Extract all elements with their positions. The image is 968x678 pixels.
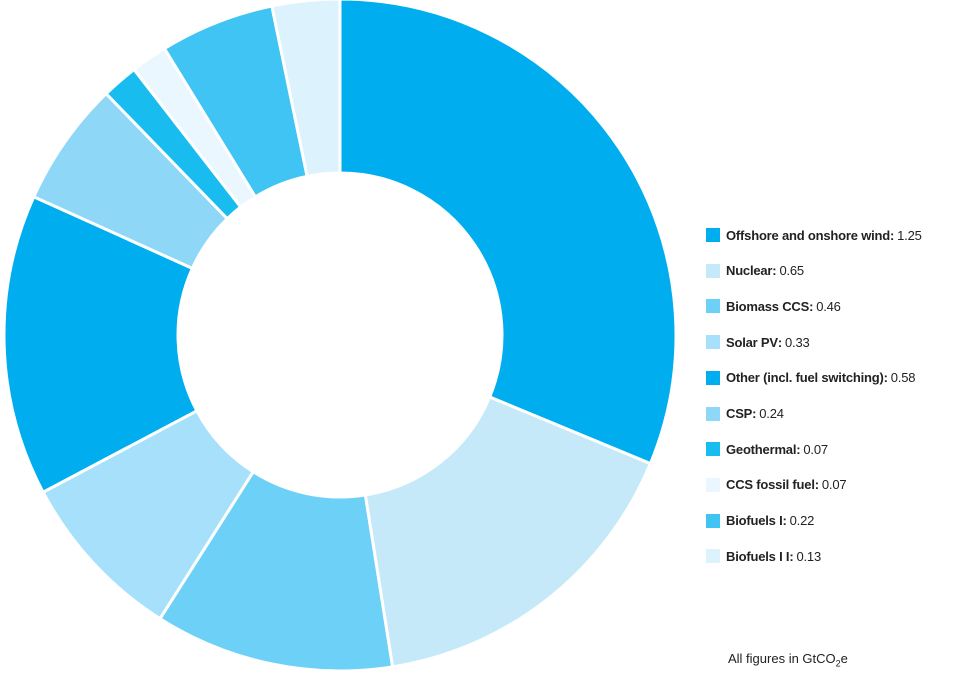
legend-colon: :: [752, 406, 757, 421]
donut-slice-9: [270, 0, 342, 179]
legend-value: 0.07: [803, 441, 828, 457]
legend-value: 0.07: [821, 477, 847, 493]
legend-item: Offshore and onshore wind:1.25: [706, 226, 922, 244]
legend-item: CCS fossil fuel:0.07: [706, 476, 847, 494]
legend-swatch: [706, 513, 720, 528]
legend-label: CSP: [726, 406, 753, 421]
legend-value: 0.46: [816, 298, 841, 314]
legend-label: Biomass CCS: [726, 298, 810, 314]
legend-colon: :: [796, 441, 801, 457]
legend-value: 0.58: [890, 370, 916, 386]
legend-colon: :: [883, 370, 888, 386]
donut-slice-4: [2, 194, 199, 495]
legend-colon: :: [777, 334, 783, 350]
donut-slices: [2, 0, 678, 673]
legend-colon: :: [814, 477, 819, 493]
legend-item: Biofuels I I:0.13: [706, 547, 821, 565]
legend-value: 0.22: [789, 513, 815, 529]
legend-item: Other (incl. fuel switching):0.58: [706, 369, 915, 387]
legend-value: 0.33: [785, 334, 810, 350]
legend-label: Biofuels I I: [726, 548, 790, 564]
legend-label: Offshore and onshore wind: [726, 227, 891, 243]
legend-item: Biomass CCS:0.46: [706, 297, 841, 315]
legend-colon: :: [782, 513, 787, 529]
legend-item: CSP:0.24: [706, 405, 784, 423]
footnote-suffix: e: [840, 651, 848, 666]
legend-swatch: [706, 263, 720, 278]
legend-label: Geothermal: [726, 441, 797, 457]
legend-value: 0.65: [779, 263, 804, 279]
legend-swatch: [706, 228, 720, 242]
legend-swatch: [706, 406, 720, 421]
legend-item: Geothermal:0.07: [706, 440, 828, 458]
legend-label: Biofuels I: [726, 513, 783, 529]
legend-swatch: [706, 442, 720, 457]
donut-slice-0: [338, 0, 678, 466]
legend-colon: :: [809, 298, 814, 314]
legend-label: Nuclear: [726, 263, 773, 279]
legend-label: CCS fossil fuel: [726, 477, 815, 493]
units-footnote: All figures in GtCO2e: [728, 651, 848, 669]
footnote-subscript: 2: [835, 658, 841, 669]
legend-swatch: [706, 477, 720, 492]
donut-slice-1: [363, 395, 653, 669]
legend-item: Nuclear:0.65: [706, 262, 804, 280]
footnote-prefix: All figures in GtCO: [728, 651, 836, 666]
legend-label: Other (incl. fuel switching): [726, 370, 884, 386]
legend-value: 1.25: [897, 227, 922, 243]
legend-colon: :: [890, 227, 895, 243]
legend-swatch: [706, 299, 720, 314]
legend-colon: :: [772, 263, 777, 279]
legend-swatch: [706, 370, 720, 385]
legend-item: Biofuels I:0.22: [706, 512, 814, 530]
legend-value: 0.24: [759, 406, 784, 421]
legend-item: Solar PV:0.33: [706, 333, 810, 351]
legend-label: Solar PV: [726, 334, 778, 350]
legend-swatch: [706, 335, 720, 350]
legend-swatch: [706, 549, 720, 564]
legend-colon: :: [789, 548, 794, 564]
legend-value: 0.13: [796, 548, 821, 564]
